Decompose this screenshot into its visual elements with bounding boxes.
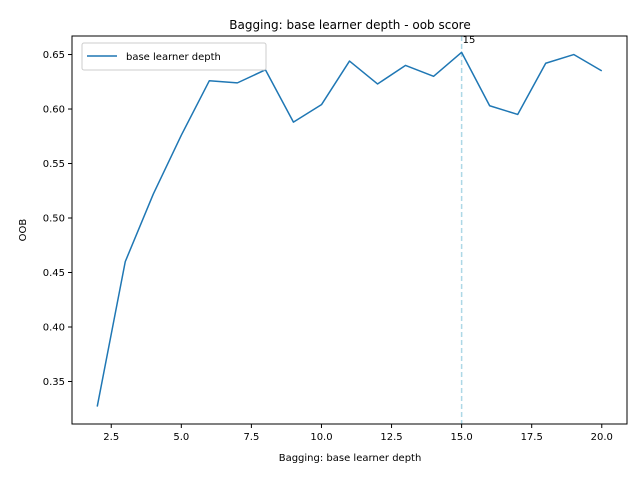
plot-area [96, 36, 603, 424]
x-tick-label: 2.5 [103, 432, 119, 443]
marker-label: 15 [463, 35, 476, 46]
legend: base learner depth [81, 42, 267, 71]
x-tick-label: 5.0 [173, 432, 189, 443]
chart-title: Bagging: base learner depth - oob score [229, 18, 470, 32]
y-tick-label: 0.65 [43, 50, 65, 61]
legend-box [81, 42, 267, 71]
x-tick-label: 7.5 [243, 432, 259, 443]
x-tick-label: 15.0 [450, 432, 472, 443]
legend-label: base learner depth [126, 52, 221, 63]
x-tick-label: 10.0 [310, 432, 332, 443]
x-tick-label: 12.5 [380, 432, 402, 443]
y-axis-title: OOB [18, 219, 29, 242]
y-tick-label: 0.60 [43, 105, 65, 116]
y-tick-label: 0.35 [43, 377, 65, 388]
series-line [96, 51, 603, 407]
y-tick-label: 0.55 [43, 159, 65, 170]
axes-frame [71, 35, 628, 425]
y-tick-label: 0.45 [43, 268, 65, 279]
y-tick-label: 0.50 [43, 214, 65, 225]
x-tick-label: 20.0 [591, 432, 613, 443]
x-tick-label: 17.5 [521, 432, 543, 443]
x-axis-title: Bagging: base learner depth [279, 453, 422, 464]
y-tick-label: 0.40 [43, 323, 65, 334]
